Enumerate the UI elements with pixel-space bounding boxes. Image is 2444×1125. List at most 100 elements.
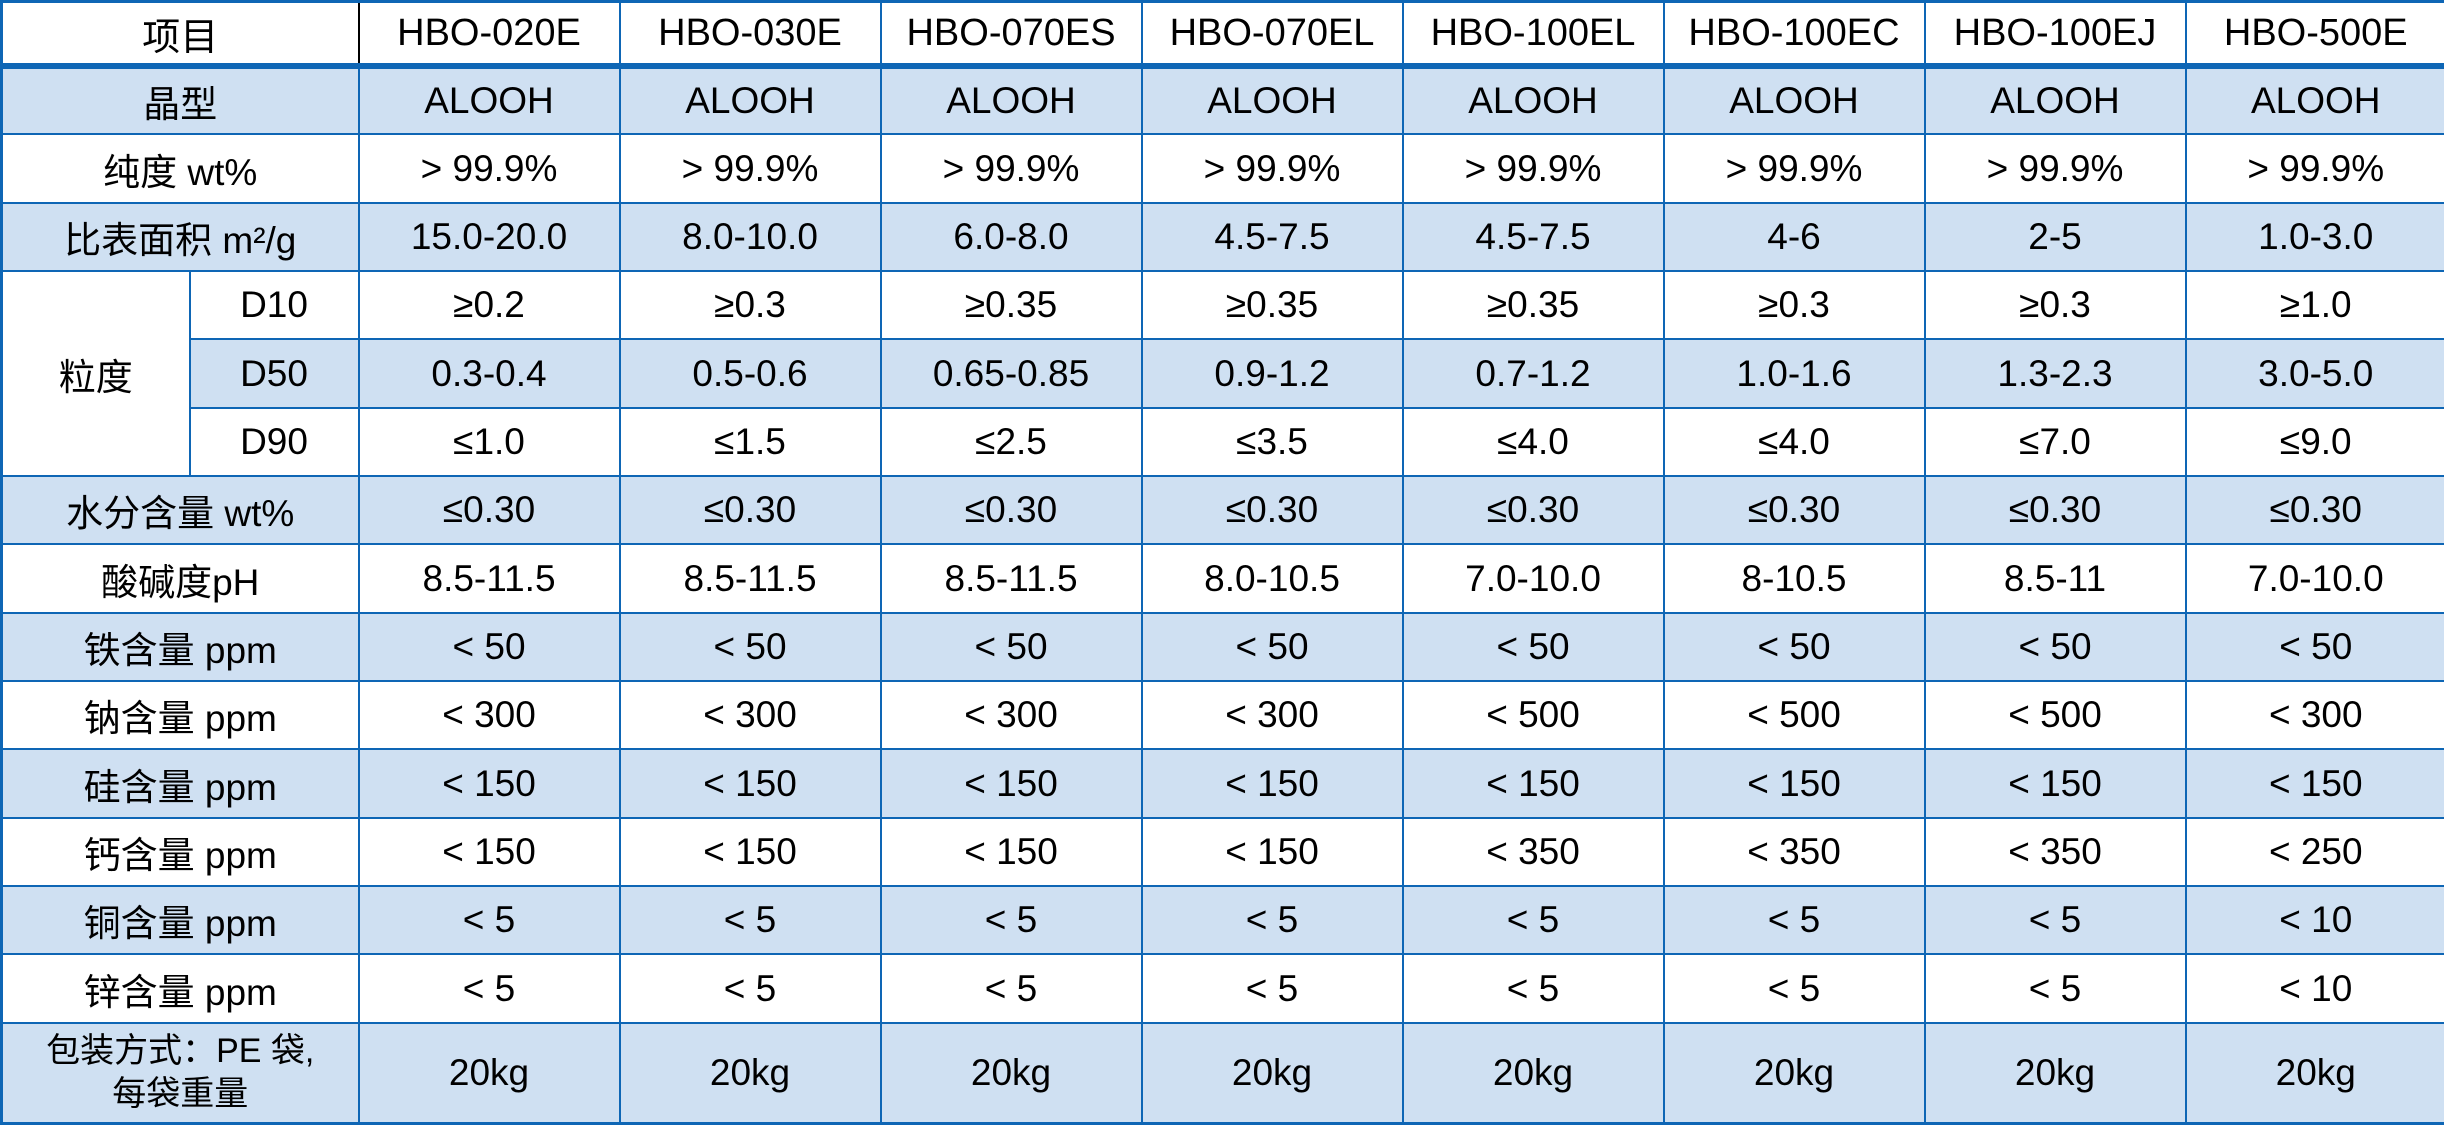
cell: 8-10.5: [1662, 543, 1926, 614]
cell: 20kg: [2184, 1021, 2444, 1125]
cell: ≤1.0: [357, 406, 621, 478]
row-label: 硅含量 ppm: [0, 748, 360, 819]
particle-size-group-label: 粒度: [0, 270, 191, 478]
cell: < 300: [357, 680, 621, 751]
row-label: 钙含量 ppm: [0, 816, 360, 888]
cell: ≤0.30: [1401, 475, 1665, 546]
cell: ALOOH: [1923, 64, 2187, 136]
cell: < 5: [357, 953, 621, 1024]
table-row-silicon: 硅含量 ppm < 150 < 150 < 150 < 150 < 150 < …: [0, 748, 2444, 819]
cell: < 5: [1401, 885, 1665, 956]
cell: < 300: [2184, 680, 2444, 751]
cell: ≤0.30: [1923, 475, 2187, 546]
cell: ≥0.35: [1140, 270, 1404, 341]
header-cell-product-1: HBO-020E: [357, 0, 621, 69]
cell: > 99.9%: [1140, 133, 1404, 204]
cell: < 350: [1662, 816, 1926, 888]
row-label: 锌含量 ppm: [0, 953, 360, 1024]
packaging-label-line1: 包装方式：PE 袋,: [46, 1032, 315, 1071]
cell: < 350: [1401, 816, 1665, 888]
cell: 4.5-7.5: [1140, 201, 1404, 273]
cell: < 50: [1662, 611, 1926, 683]
cell: > 99.9%: [618, 133, 882, 204]
cell: < 150: [357, 748, 621, 819]
cell: < 5: [618, 885, 882, 956]
row-label: D10: [188, 270, 360, 341]
cell: < 150: [1401, 748, 1665, 819]
cell: < 50: [879, 611, 1143, 683]
cell: < 10: [2184, 953, 2444, 1024]
row-label: D50: [188, 338, 360, 409]
cell: < 5: [618, 953, 882, 1024]
table-row-iron: 铁含量 ppm < 50 < 50 < 50 < 50 < 50 < 50 < …: [0, 611, 2444, 683]
cell: < 50: [1923, 611, 2187, 683]
cell: ≤0.30: [357, 475, 621, 546]
cell: ≤0.30: [618, 475, 882, 546]
cell: < 50: [2184, 611, 2444, 683]
cell: < 350: [1923, 816, 2187, 888]
cell: < 300: [879, 680, 1143, 751]
cell: < 250: [2184, 816, 2444, 888]
cell: ALOOH: [1401, 64, 1665, 136]
cell: ALOOH: [357, 64, 621, 136]
cell: ≤2.5: [879, 406, 1143, 478]
header-row: 项目 HBO-020E HBO-030E HBO-070ES HBO-070EL…: [0, 0, 2444, 69]
cell: < 50: [618, 611, 882, 683]
cell: < 5: [879, 953, 1143, 1024]
cell: 20kg: [1923, 1021, 2187, 1125]
cell: 8.5-11: [1923, 543, 2187, 614]
cell: < 500: [1923, 680, 2187, 751]
cell: ≥0.3: [618, 270, 882, 341]
cell: 20kg: [1401, 1021, 1665, 1125]
cell: 0.7-1.2: [1401, 338, 1665, 409]
cell: < 5: [1401, 953, 1665, 1024]
header-cell-product-8: HBO-500E: [2184, 0, 2444, 69]
cell: ≤0.30: [879, 475, 1143, 546]
table-row-calcium: 钙含量 ppm < 150 < 150 < 150 < 150 < 350 < …: [0, 816, 2444, 888]
table-row-zinc: 锌含量 ppm < 5 < 5 < 5 < 5 < 5 < 5 < 5 < 10: [0, 953, 2444, 1024]
cell: ALOOH: [879, 64, 1143, 136]
cell: < 500: [1401, 680, 1665, 751]
table-row-d10: 粒度 D10 ≥0.2 ≥0.3 ≥0.35 ≥0.35 ≥0.35 ≥0.3 …: [0, 270, 2444, 478]
row-label: 比表面积 m²/g: [0, 201, 360, 273]
cell: ALOOH: [1140, 64, 1404, 136]
cell: < 300: [618, 680, 882, 751]
cell: < 10: [2184, 885, 2444, 956]
cell: 8.5-11.5: [879, 543, 1143, 614]
cell: ≤4.0: [1662, 406, 1926, 478]
row-label: 钠含量 ppm: [0, 680, 360, 751]
cell: ≤7.0: [1923, 406, 2187, 478]
cell: ≤4.0: [1401, 406, 1665, 478]
cell: < 5: [1923, 885, 2187, 956]
cell: ≤0.30: [1662, 475, 1926, 546]
cell: < 150: [1140, 816, 1404, 888]
cell: < 5: [357, 885, 621, 956]
cell: < 50: [1401, 611, 1665, 683]
cell: 0.65-0.85: [879, 338, 1143, 409]
cell: < 300: [1140, 680, 1404, 751]
cell: ≥0.3: [1923, 270, 2187, 341]
cell: ≤9.0: [2184, 406, 2444, 478]
cell: < 150: [1662, 748, 1926, 819]
table-row-d50: D50 0.3-0.4 0.5-0.6 0.65-0.85 0.9-1.2 0.…: [2, 338, 2444, 409]
header-cell-product-6: HBO-100EC: [1662, 0, 1926, 69]
cell: ALOOH: [618, 64, 882, 136]
cell: < 5: [1923, 953, 2187, 1024]
cell: < 50: [1140, 611, 1404, 683]
row-label: 纯度 wt%: [0, 133, 360, 204]
cell: 0.9-1.2: [1140, 338, 1404, 409]
cell: < 5: [879, 885, 1143, 956]
cell: ≥0.3: [1662, 270, 1926, 341]
cell: 20kg: [879, 1021, 1143, 1125]
table-row-packaging: 包装方式：PE 袋, 每袋重量 20kg 20kg 20kg 20kg 20kg…: [0, 1021, 2444, 1125]
cell: ≤0.30: [1140, 475, 1404, 546]
cell: 8.5-11.5: [618, 543, 882, 614]
row-label: D90: [188, 406, 360, 478]
cell: < 500: [1662, 680, 1926, 751]
cell: 7.0-10.0: [2184, 543, 2444, 614]
cell: < 150: [1140, 748, 1404, 819]
cell: < 150: [618, 748, 882, 819]
cell: > 99.9%: [357, 133, 621, 204]
cell: 7.0-10.0: [1401, 543, 1665, 614]
cell: < 5: [1662, 885, 1926, 956]
